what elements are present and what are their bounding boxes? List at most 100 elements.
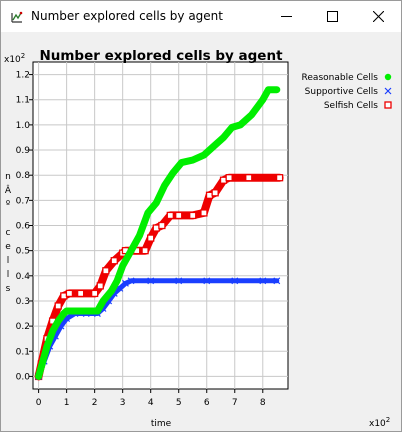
minimize-icon [281, 16, 292, 17]
data-point [200, 209, 208, 217]
data-point [211, 141, 219, 149]
data-point [153, 199, 160, 207]
data-point [76, 289, 85, 298]
data-point [175, 211, 183, 220]
data-point [175, 277, 183, 285]
legend-label: Supportive Cells [305, 87, 379, 97]
x-tick-label: 1 [64, 398, 70, 408]
y-tick-label: 0.0 [16, 372, 31, 382]
y-tick-label: 0.9 [16, 146, 31, 156]
data-point [189, 211, 197, 220]
data-point [237, 121, 244, 129]
data-point [122, 279, 129, 287]
data-point [169, 169, 177, 176]
x-tick-label: 8 [260, 398, 266, 408]
data-point [127, 277, 135, 285]
y-label-glyph: l [7, 270, 10, 280]
maximize-icon [327, 11, 338, 22]
y-label-glyph: e [5, 242, 11, 252]
data-point [228, 124, 236, 131]
axis-ticks: 0 1 2 3 4 5 6 7 8 0.0 0.1 0.2 0.3 0.4 0.5 0.6 0.7 0.8 0.9 1… [16, 71, 266, 408]
data-point [178, 159, 185, 166]
data-point [96, 282, 104, 290]
y-tick-label: 0.6 [16, 222, 31, 232]
data-point [189, 156, 196, 164]
legend-marker [384, 101, 392, 109]
y-tick-label: 1.0 [16, 121, 31, 131]
y-label-glyph: n [5, 172, 11, 182]
data-point [63, 307, 70, 315]
x-multiplier: x102 [369, 416, 390, 429]
data-point [38, 363, 45, 370]
data-point [141, 247, 149, 255]
data-point [220, 134, 227, 141]
data-point [211, 189, 219, 197]
data-point [273, 277, 281, 285]
data-point [94, 307, 101, 315]
x-tick-label: 4 [148, 398, 154, 408]
data-point [65, 289, 74, 298]
data-point [265, 86, 272, 93]
explored-cells-chart: 0 1 2 3 4 5 6 7 8 0.0 0.1 0.2 0.3 0.4 0.5 0.6 0.7 0.8 0.9 1… [4, 48, 392, 429]
y-tick-label: 0.4 [16, 272, 31, 282]
x-tick-label: 3 [120, 398, 126, 408]
close-icon [373, 11, 384, 22]
data-point [144, 209, 152, 217]
data-point [200, 151, 208, 159]
data-point [99, 297, 107, 305]
x-tick-label: 5 [176, 398, 182, 408]
y-label-glyph: Â [5, 184, 12, 196]
y-tick-label: 0.8 [16, 171, 31, 181]
window-title: Number explored cells by agent [31, 9, 223, 23]
y-tick-label: 0.5 [16, 247, 30, 257]
data-point [147, 277, 155, 285]
data-point [136, 232, 143, 239]
plot-area: 0 1 2 3 4 5 6 7 8 0.0 0.1 0.2 0.3 0.4 0.5 0.6 0.7 0.8 0.9 1… [1, 32, 401, 431]
data-point [49, 327, 56, 335]
x-tick-label: 6 [204, 398, 210, 408]
y-multiplier: x102 [4, 52, 25, 65]
y-tick-label: 0.3 [16, 297, 30, 307]
y-tick-label: 1.2 [16, 71, 30, 81]
x-multiplier-exp: 2 [386, 416, 390, 424]
chart-title: Number explored cells by agent [39, 48, 283, 64]
data-point [161, 182, 168, 189]
x-axis-label: time [151, 419, 172, 429]
y-label-glyph: l [7, 256, 10, 266]
data-point [225, 174, 233, 182]
data-point [54, 302, 62, 310]
chart-app-icon [11, 11, 23, 23]
y-tick-label: 0.2 [16, 322, 30, 332]
x-multiplier-base: x10 [369, 419, 386, 429]
maximize-button[interactable] [309, 1, 355, 32]
legend-marker [384, 73, 392, 81]
legend-marker [384, 87, 392, 95]
y-tick-label: 0.1 [16, 347, 30, 357]
close-button[interactable] [355, 1, 401, 32]
data-point [275, 174, 284, 182]
data-point [113, 277, 121, 285]
data-point [102, 267, 110, 275]
y-multiplier-base: x10 [4, 55, 21, 65]
data-point [108, 287, 115, 295]
legend-label: Selfish Cells [324, 101, 378, 111]
series-reasonable-cells [35, 86, 281, 380]
y-tick-label: 1.1 [16, 96, 30, 106]
data-point [166, 211, 174, 220]
data-point [127, 247, 135, 254]
y-label-glyph: º [6, 200, 10, 210]
data-point [245, 174, 253, 182]
data-point [35, 373, 42, 380]
data-point [259, 277, 267, 285]
data-point [55, 317, 62, 325]
minimize-button[interactable] [263, 1, 309, 32]
y-label-glyph: c [6, 228, 11, 238]
title-bar[interactable]: Number explored cells by agent [1, 1, 401, 32]
data-point [110, 257, 118, 265]
data-point [273, 86, 280, 93]
x-tick-label: 2 [92, 398, 98, 408]
x-tick-label: 0 [36, 398, 42, 408]
x-tick-label: 7 [232, 398, 238, 408]
